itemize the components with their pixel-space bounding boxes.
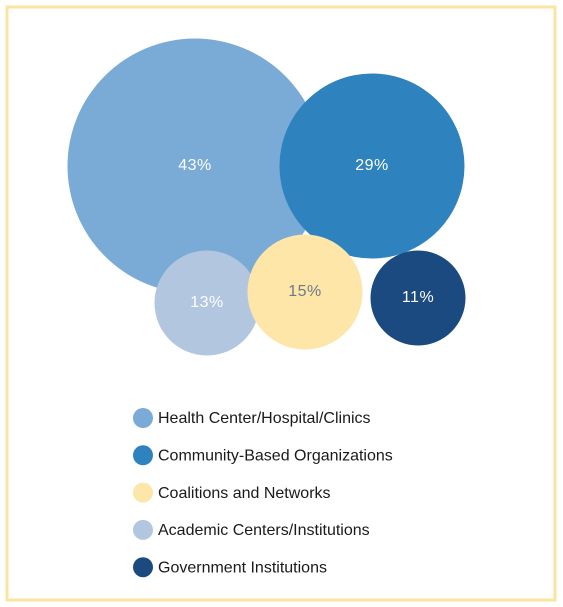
legend-swatch: [133, 408, 153, 428]
bubble: [67, 38, 323, 294]
legend-label: Government Institutions: [158, 559, 327, 576]
bubble: [279, 73, 465, 259]
legend-swatch: [133, 519, 153, 540]
data-label: 13%: [190, 294, 224, 311]
legend-label: Academic Centers/Institutions: [158, 522, 370, 539]
legend-label: Coalitions and Networks: [158, 485, 331, 502]
data-label: 15%: [288, 283, 322, 300]
data-label: 29%: [355, 157, 389, 174]
legend-label: Community-Based Organizations: [158, 448, 393, 465]
bubble: [154, 250, 260, 356]
legend-swatch: [133, 482, 153, 503]
legend-label: Health Center/Hospital/Clinics: [158, 410, 371, 427]
bubble: [370, 250, 466, 346]
data-label: 43%: [178, 157, 212, 174]
data-label: 11%: [402, 289, 434, 306]
legend-swatch: [133, 557, 153, 578]
bubble: [247, 234, 363, 350]
legend-swatch: [133, 445, 153, 466]
